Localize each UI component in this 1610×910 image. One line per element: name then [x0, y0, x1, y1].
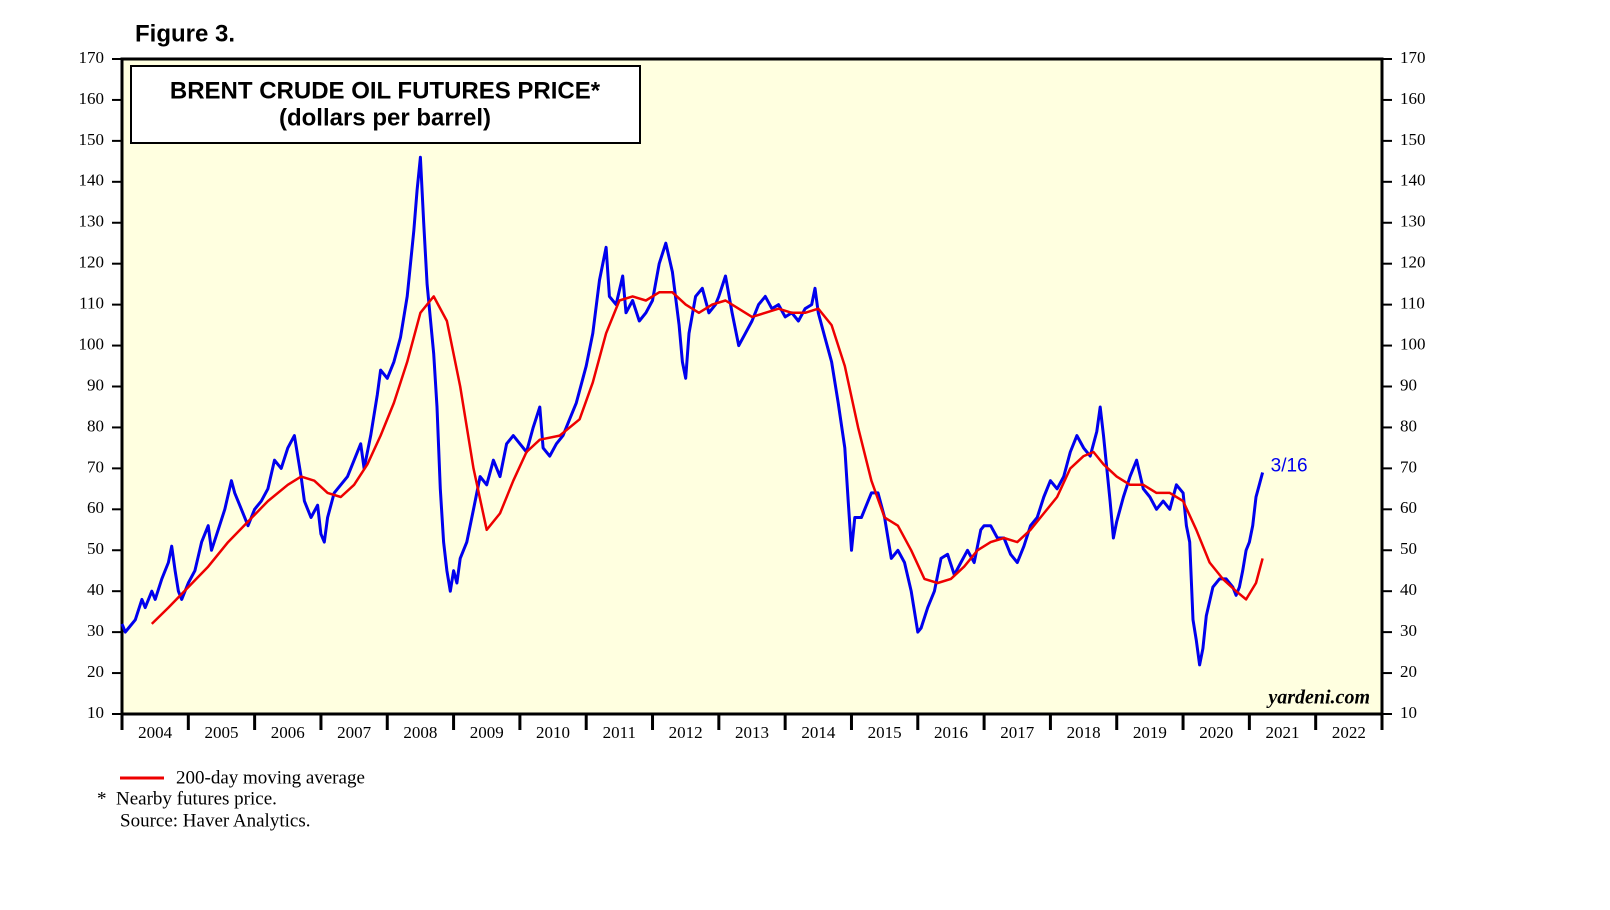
- y2-tick-label: 150: [1400, 130, 1426, 149]
- x-tick-label: 2013: [735, 723, 769, 742]
- title-box: [130, 65, 641, 144]
- x-tick-label: 2006: [271, 723, 305, 742]
- y-tick-label: 40: [87, 580, 104, 599]
- y-tick-label: 130: [79, 212, 105, 231]
- y-tick-label: 20: [87, 662, 104, 681]
- figure-label: Figure 3.: [135, 20, 235, 47]
- x-tick-label: 2015: [868, 723, 902, 742]
- series-line: [150, 291, 1264, 625]
- y2-tick-label: 60: [1400, 498, 1417, 517]
- y-tick-label: 110: [79, 294, 104, 313]
- x-tick-label: 2007: [337, 723, 372, 742]
- y-tick-label: 160: [79, 89, 105, 108]
- y-tick-label: 80: [87, 416, 104, 435]
- y2-tick-label: 160: [1400, 89, 1426, 108]
- y2-tick-label: 30: [1400, 621, 1417, 640]
- y2-tick-label: 20: [1400, 662, 1417, 681]
- y2-tick-label: 40: [1400, 580, 1417, 599]
- y-tick-label: 10: [87, 703, 104, 722]
- x-tick-label: 2017: [1000, 723, 1035, 742]
- annotation: 3/16: [1271, 455, 1308, 476]
- y-tick-label: 120: [79, 253, 105, 272]
- y-tick-label: 100: [79, 334, 105, 353]
- y-tick-label: 140: [79, 171, 105, 190]
- chart-title: BRENT CRUDE OIL FUTURES PRICE*: [170, 77, 601, 104]
- y-tick-label: 50: [87, 539, 104, 558]
- x-tick-label: 2019: [1133, 723, 1167, 742]
- y-tick-label: 90: [87, 375, 104, 394]
- x-tick-label: 2009: [470, 723, 504, 742]
- x-tick-label: 2012: [669, 723, 703, 742]
- legend-label: 200-day moving average: [176, 767, 365, 788]
- y2-tick-label: 170: [1400, 48, 1426, 67]
- x-tick-label: 2004: [138, 723, 173, 742]
- x-tick-label: 2016: [934, 723, 968, 742]
- series-line: [120, 155, 1265, 667]
- y2-tick-label: 80: [1400, 416, 1417, 435]
- y2-tick-label: 120: [1400, 253, 1426, 272]
- y-tick-label: 150: [79, 130, 105, 149]
- y-tick-label: 70: [87, 457, 104, 476]
- x-tick-label: 2022: [1332, 723, 1366, 742]
- y2-tick-label: 50: [1400, 539, 1417, 558]
- y2-tick-label: 100: [1400, 334, 1426, 353]
- footnote: * Nearby futures price.: [97, 788, 277, 809]
- footnote: Source: Haver Analytics.: [120, 810, 310, 831]
- y-tick-label: 30: [87, 621, 104, 640]
- x-tick-label: 2008: [403, 723, 437, 742]
- y2-tick-label: 10: [1400, 703, 1417, 722]
- chart-subtitle: (dollars per barrel): [279, 104, 491, 131]
- y2-tick-label: 140: [1400, 171, 1426, 190]
- x-tick-label: 2018: [1067, 723, 1101, 742]
- x-tick-label: 2010: [536, 723, 570, 742]
- y2-tick-label: 130: [1400, 212, 1426, 231]
- plot-area: [120, 57, 1384, 716]
- watermark: yardeni.com: [1266, 687, 1370, 709]
- y-tick-label: 60: [87, 498, 104, 517]
- x-tick-label: 2021: [1266, 723, 1300, 742]
- y2-tick-label: 110: [1400, 294, 1425, 313]
- y2-tick-label: 70: [1400, 457, 1417, 476]
- y2-tick-label: 90: [1400, 375, 1417, 394]
- y-tick-label: 170: [79, 48, 105, 67]
- x-tick-label: 2005: [204, 723, 238, 742]
- x-tick-label: 2011: [603, 723, 636, 742]
- x-tick-label: 2014: [801, 723, 836, 742]
- x-tick-label: 2020: [1199, 723, 1233, 742]
